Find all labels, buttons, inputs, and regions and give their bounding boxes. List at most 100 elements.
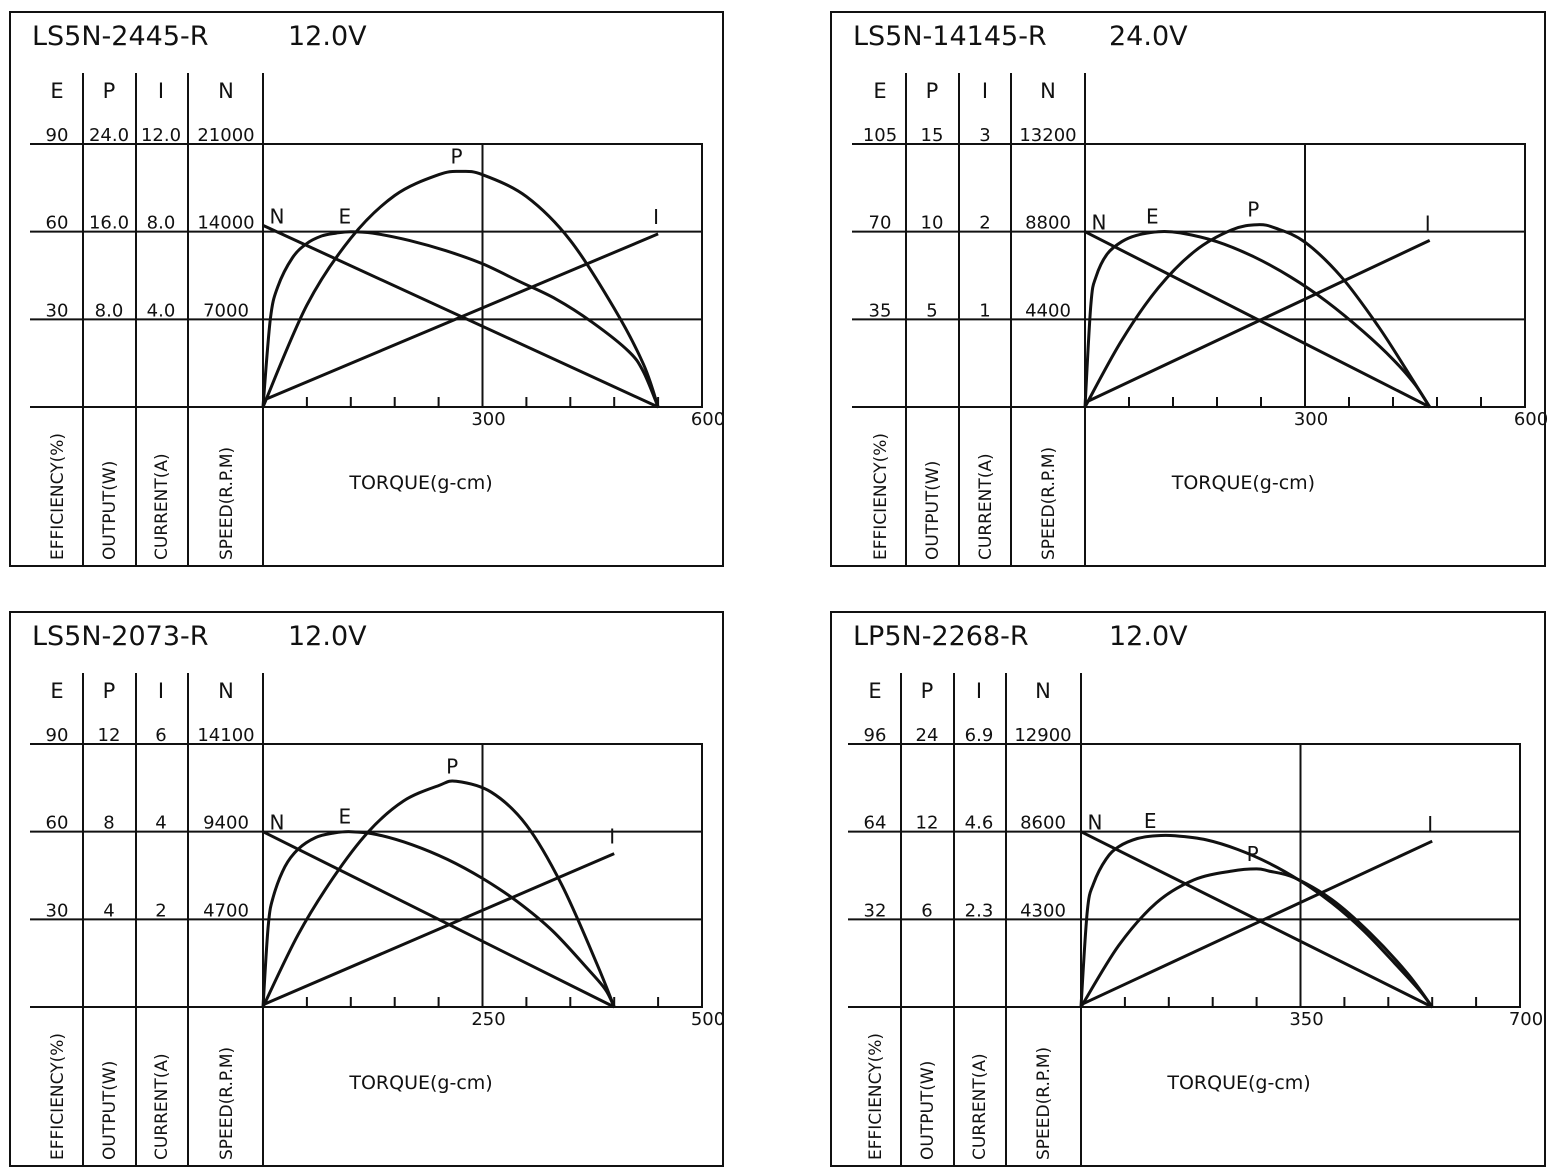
scale-tick-label: 4700 [203, 900, 249, 921]
axis-unit-label: CURRENT(A) [152, 1053, 172, 1160]
series-curve-n [1084, 230, 1431, 409]
axis-unit-label: EFFICIENCY(%) [866, 1033, 886, 1160]
series-curve-n [262, 830, 615, 1009]
panel-frame [9, 611, 724, 1167]
scale-tick-label: 24 [916, 725, 939, 746]
series-label-i: I [653, 205, 659, 229]
scale-tick-label: 13200 [1019, 125, 1076, 146]
scale-tick-label: 4400 [1025, 300, 1071, 321]
axis-unit-label: CURRENT(A) [976, 453, 996, 560]
scale-tick-label: 12 [916, 813, 939, 834]
series-curve-e [1083, 229, 1431, 408]
x-tick-label: 300 [1294, 409, 1328, 430]
series-label-p: P [1247, 198, 1259, 222]
scale-tick-label: 9400 [203, 813, 249, 834]
voltage-label: 12.0V [288, 21, 367, 52]
scale-tick-label: 8.0 [147, 213, 176, 234]
scale-tick-label: 8 [103, 813, 114, 834]
axis-unit-label: EFFICIENCY(%) [48, 433, 68, 560]
scale-tick-label: 96 [864, 725, 887, 746]
voltage-label: 12.0V [1109, 621, 1188, 652]
axis-unit-label: EFFICIENCY(%) [871, 433, 891, 560]
series-label-e: E [338, 205, 351, 229]
scale-tick-label: 14000 [197, 213, 254, 234]
scale-tick-label: 60 [46, 213, 69, 234]
panel-frame [9, 11, 724, 567]
series-label-p: P [451, 144, 463, 168]
column-symbol: E [868, 679, 881, 703]
series-label-n: N [270, 204, 285, 228]
column-symbol: E [873, 79, 886, 103]
axis-unit-label: OUTPUT(W) [100, 1061, 120, 1160]
axis-unit-label: OUTPUT(W) [923, 461, 943, 560]
series-curve-i [1080, 839, 1433, 1007]
scale-tick-label: 2.3 [965, 900, 994, 921]
scale-tick-label: 4.6 [965, 813, 994, 834]
scale-tick-label: 6 [155, 725, 166, 746]
series-curve-p [1079, 867, 1434, 1008]
column-symbol: P [103, 79, 116, 103]
scale-tick-label: 12900 [1014, 725, 1071, 746]
series-label-i: I [1427, 812, 1433, 836]
scale-tick-label: 3 [979, 125, 990, 146]
x-tick-label: 500 [691, 1009, 725, 1030]
axis-unit-label: OUTPUT(W) [100, 461, 120, 560]
chart-panel-lp5n-2268-r: LP5N-2268-R 12.0V 350 700 TORQUE(g-cm) E 32 64 9… [830, 611, 1546, 1167]
scale-tick-label: 8600 [1020, 813, 1066, 834]
column-symbol: N [1035, 679, 1051, 703]
column-symbol: E [50, 679, 63, 703]
x-tick-label: 600 [1514, 409, 1548, 430]
series-label-n: N [270, 811, 285, 835]
scale-tick-label: 4.0 [147, 300, 176, 321]
scale-tick-label: 2 [155, 900, 166, 921]
scale-tick-label: 4300 [1020, 900, 1066, 921]
column-symbol: P [921, 679, 934, 703]
series-label-i: I [1425, 211, 1431, 235]
series-label-e: E [1146, 205, 1159, 229]
axis-unit-label: SPEED(R.P.M) [217, 1047, 237, 1160]
series-curve-p [1083, 223, 1431, 408]
scale-tick-label: 6 [921, 900, 932, 921]
column-symbol: I [158, 679, 164, 703]
x-tick-label: 250 [471, 1009, 505, 1030]
x-axis-label: TORQUE(g-cm) [1171, 472, 1315, 494]
scale-tick-label: 7000 [203, 300, 249, 321]
model-title: LP5N-2268-R [853, 621, 1029, 652]
scale-tick-label: 35 [869, 300, 892, 321]
column-symbol: I [982, 79, 988, 103]
scale-tick-label: 10 [921, 213, 944, 234]
panel-frame [830, 611, 1546, 1167]
scale-tick-label: 64 [864, 813, 887, 834]
series-curve-i [1084, 239, 1431, 404]
scale-tick-label: 5 [926, 300, 937, 321]
scale-tick-label: 4 [103, 900, 114, 921]
scale-tick-label: 90 [46, 725, 69, 746]
column-symbol: I [158, 79, 164, 103]
scale-tick-label: 4 [155, 813, 166, 834]
axis-unit-label: OUTPUT(W) [918, 1061, 938, 1160]
series-curve-p [261, 169, 660, 408]
column-symbol: P [926, 79, 939, 103]
series-curve-i [262, 852, 615, 1007]
column-symbol: P [103, 679, 116, 703]
axis-unit-label: SPEED(R.P.M) [217, 447, 237, 560]
model-title: LS5N-2445-R [32, 21, 209, 52]
scale-tick-label: 1 [979, 300, 990, 321]
scale-tick-label: 24.0 [89, 125, 129, 146]
scale-tick-label: 2 [979, 213, 990, 234]
x-tick-label: 600 [691, 409, 725, 430]
model-title: LS5N-2073-R [32, 621, 209, 652]
axis-unit-label: CURRENT(A) [970, 1053, 990, 1160]
series-label-e: E [338, 805, 351, 829]
column-symbol: N [218, 679, 234, 703]
model-title: LS5N-14145-R [853, 21, 1047, 52]
series-curve-e [261, 230, 660, 408]
scale-tick-label: 12.0 [141, 125, 181, 146]
axis-unit-label: CURRENT(A) [152, 453, 172, 560]
scale-tick-label: 90 [46, 125, 69, 146]
x-axis-label: TORQUE(g-cm) [348, 1072, 492, 1094]
series-curve-n [1080, 830, 1433, 1009]
scale-tick-label: 21000 [197, 125, 254, 146]
